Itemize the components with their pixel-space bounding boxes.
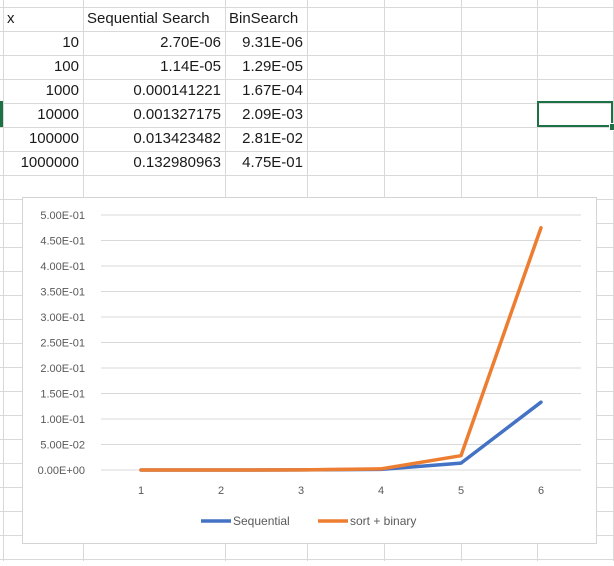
x-tick-label: 6 — [538, 485, 544, 497]
cell-sequential[interactable]: 2.70E-06 — [160, 34, 221, 51]
x-tick-label: 5 — [458, 485, 464, 497]
y-tick-label: 3.50E-01 — [40, 287, 85, 299]
cell-sequential[interactable]: 0.013423482 — [133, 130, 221, 147]
selected-cell[interactable] — [537, 101, 613, 127]
cell-x[interactable]: 10000 — [37, 106, 79, 123]
cell-sequential[interactable]: 0.001327175 — [133, 106, 221, 123]
cell-sequential[interactable]: 0.000141221 — [133, 82, 221, 99]
cell-x[interactable]: 1000 — [45, 82, 79, 99]
chart-canvas: 0.00E+00 5.00E-02 1.00E-01 1.50E-01 2.00E-01… — [38, 210, 581, 528]
header-x[interactable]: x — [7, 10, 15, 27]
series-line-sequential[interactable] — [139, 400, 543, 472]
x-tick-label: 3 — [298, 485, 304, 497]
cell-binsearch[interactable]: 9.31E-06 — [242, 34, 303, 51]
cell-sequential[interactable]: 0.132980963 — [133, 154, 221, 171]
cell-binsearch[interactable]: 2.81E-02 — [242, 130, 303, 147]
cell-binsearch[interactable]: 4.75E-01 — [242, 154, 303, 171]
y-tick-label: 0.00E+00 — [38, 465, 85, 477]
line-chart[interactable]: 0.00E+00 5.00E-02 1.00E-01 1.50E-01 2.00E-01… — [22, 197, 597, 544]
cell-x[interactable]: 100 — [53, 58, 79, 75]
y-tick-label: 3.00E-01 — [40, 312, 85, 324]
x-tick-label: 2 — [218, 485, 224, 497]
y-tick-label: 2.50E-01 — [40, 338, 85, 350]
cell-binsearch[interactable]: 1.29E-05 — [242, 58, 303, 75]
y-tick-label: 1.00E-01 — [40, 414, 85, 426]
y-tick-label: 4.00E-01 — [40, 261, 85, 273]
cell-x[interactable]: 10 — [62, 34, 79, 51]
cell-binsearch[interactable]: 1.67E-04 — [242, 82, 303, 99]
y-tick-label: 5.00E-01 — [40, 210, 85, 222]
cell-binsearch[interactable]: 2.09E-03 — [242, 106, 303, 123]
legend-label: Sequential — [233, 514, 290, 528]
x-tick-label: 1 — [138, 485, 144, 497]
y-tick-label: 1.50E-01 — [40, 389, 85, 401]
legend-label: sort + binary — [350, 514, 416, 528]
header-sequential-search[interactable]: Sequential Search — [87, 10, 210, 27]
y-tick-label: 2.00E-01 — [40, 363, 85, 375]
y-tick-label: 5.00E-02 — [40, 440, 85, 452]
cell-sequential[interactable]: 1.14E-05 — [160, 58, 221, 75]
active-row-marker — [0, 101, 3, 127]
cell-x[interactable]: 100000 — [28, 130, 79, 147]
fill-handle[interactable] — [609, 123, 614, 131]
cell-x[interactable]: 1000000 — [20, 154, 79, 171]
x-tick-label: 4 — [378, 485, 384, 497]
y-tick-label: 4.50E-01 — [40, 236, 85, 248]
header-binsearch[interactable]: BinSearch — [229, 10, 299, 27]
series-line-sort-binary[interactable] — [139, 226, 543, 472]
